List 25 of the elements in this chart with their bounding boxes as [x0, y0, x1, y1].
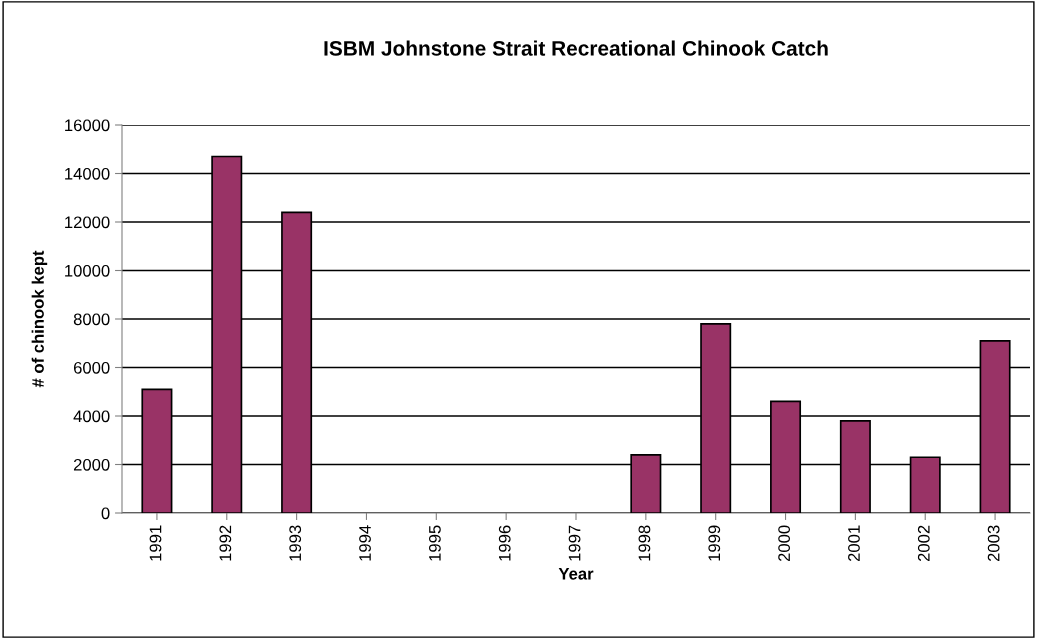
x-tick-label: 1994	[359, 525, 371, 561]
x-tick-label: 1996	[498, 525, 511, 561]
y-tick-label: 6000	[73, 361, 110, 374]
x-axis-title: Year	[558, 568, 594, 580]
x-tick-label: 1999	[708, 525, 721, 561]
y-tick-label: 4000	[73, 410, 110, 423]
x-tick-label: 2000	[778, 525, 791, 562]
x-tick-label: 1993	[289, 525, 302, 561]
y-tick-label: 14000	[65, 167, 110, 180]
x-tick-label: 1998	[638, 525, 651, 561]
y-tick-label: 10000	[65, 264, 110, 277]
x-tick-label: 1992	[219, 525, 232, 561]
y-tick-label: 12000	[65, 216, 110, 229]
y-tick-label: 8000	[73, 313, 110, 326]
y-tick-label: 0	[101, 507, 110, 520]
y-tick-label: 2000	[73, 458, 110, 471]
x-tick-label: 1995	[428, 525, 441, 561]
x-tick-label: 2001	[848, 525, 860, 562]
x-tick-label: 1997	[568, 525, 581, 561]
x-tick-label: 1991	[149, 525, 162, 561]
chart-title: ISBM Johnstone Strait Recreational Chinook Catch	[324, 40, 828, 56]
x-tick-label: 2002	[917, 525, 930, 562]
x-tick-label: 2003	[987, 525, 1000, 562]
y-axis-title: # of chinook kept	[31, 250, 48, 388]
y-tick-label: 16000	[65, 119, 110, 132]
